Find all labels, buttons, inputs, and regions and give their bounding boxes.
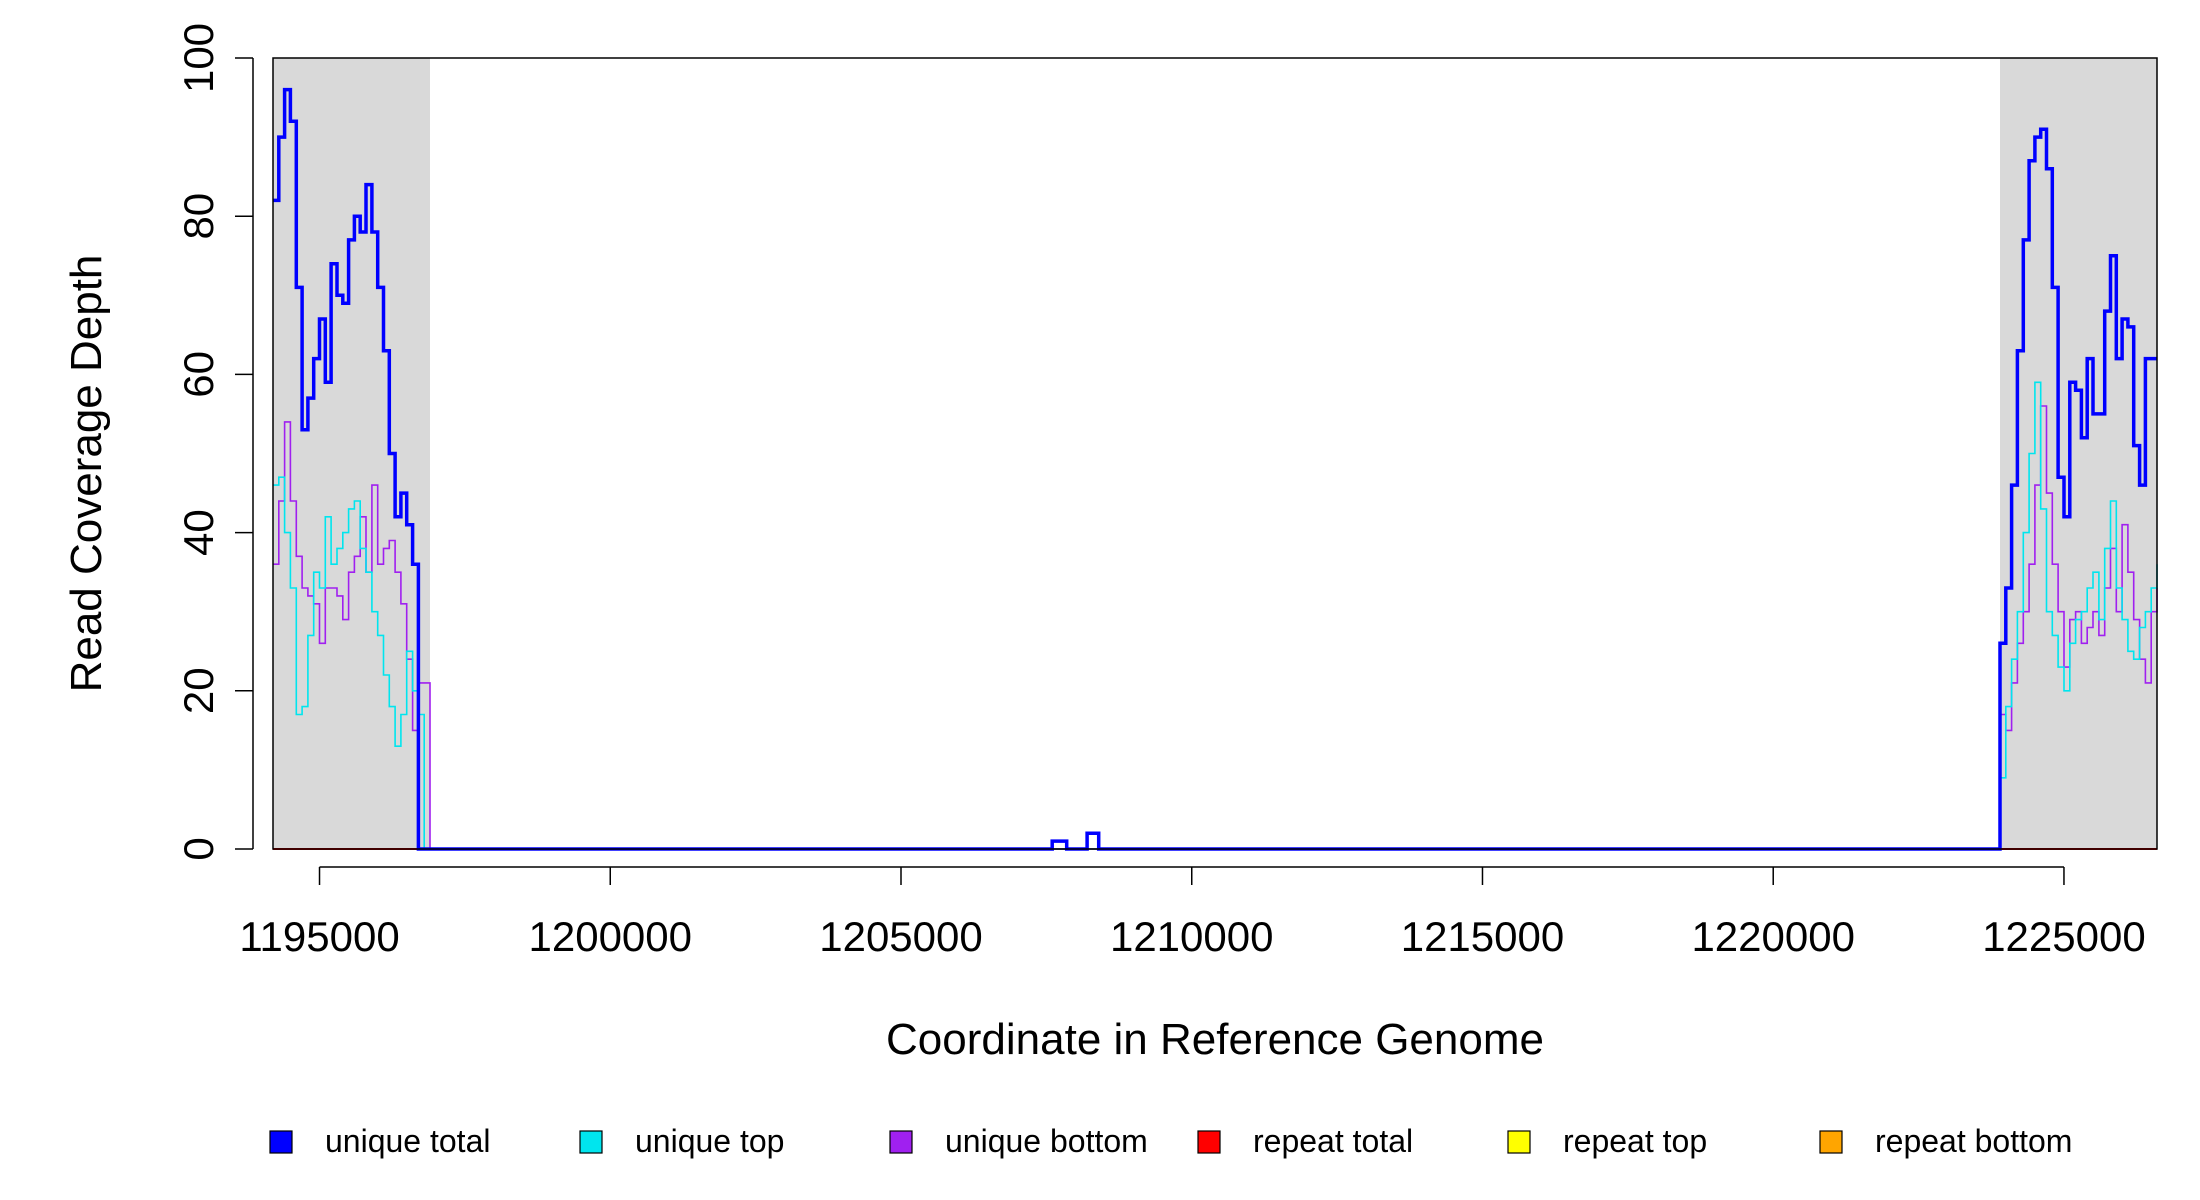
series-line-unique-bottom [273,405,2158,850]
legend-swatch [1507,1130,1531,1154]
legend-label: repeat bottom [1875,1123,2072,1159]
legend-item-unique-top: unique top [579,1123,784,1159]
series-line-unique-total [273,87,2157,851]
legend-swatch [269,1130,293,1154]
y-tick-label: 80 [175,193,222,240]
x-axis-label: Coordinate in Reference Genome [886,1015,1544,1064]
shaded-region-0 [273,58,430,849]
y-tick-label: 40 [175,509,222,556]
y-tick-label: 100 [175,23,222,93]
x-tick-label: 1205000 [819,913,983,960]
plot-frame [272,57,2158,850]
y-tick-label: 60 [175,351,222,398]
series-lines [273,87,2158,851]
x-tick-label: 1200000 [529,913,693,960]
shaded-region-1 [2000,58,2157,849]
y-tick-label: 0 [175,837,222,860]
legend-item-repeat-top: repeat top [1507,1123,1707,1159]
y-tick-label: 20 [175,667,222,714]
legend-swatch [1819,1130,1843,1154]
legend: unique total unique top unique bottom repea… [269,1123,2072,1159]
legend-item-repeat-total: repeat total [1197,1123,1413,1159]
axes: 0 20 40 60 80 100 1195000 1200000 1205000 1210000… [175,23,2146,960]
x-tick-label: 1225000 [1982,913,2146,960]
x-tick-label: 1195000 [239,913,399,960]
legend-swatch [1197,1130,1221,1154]
legend-label: unique top [635,1123,784,1159]
y-axis-label: Read Coverage Depth [62,255,111,693]
x-tick-label: 1220000 [1691,913,1855,960]
legend-item-unique-bottom: unique bottom [889,1123,1148,1159]
legend-label: repeat total [1253,1123,1413,1159]
legend-swatch [889,1130,913,1154]
legend-item-repeat-bottom: repeat bottom [1819,1123,2072,1159]
shaded-regions [273,58,2157,849]
x-tick-label: 1215000 [1401,913,1565,960]
legend-swatch [579,1130,603,1154]
legend-label: unique total [325,1123,490,1159]
legend-label: unique bottom [945,1123,1148,1159]
x-tick-label: 1210000 [1110,913,1274,960]
legend-item-unique-total: unique total [269,1123,490,1159]
legend-label: repeat top [1563,1123,1707,1159]
series-line-unique-top [273,381,2158,850]
